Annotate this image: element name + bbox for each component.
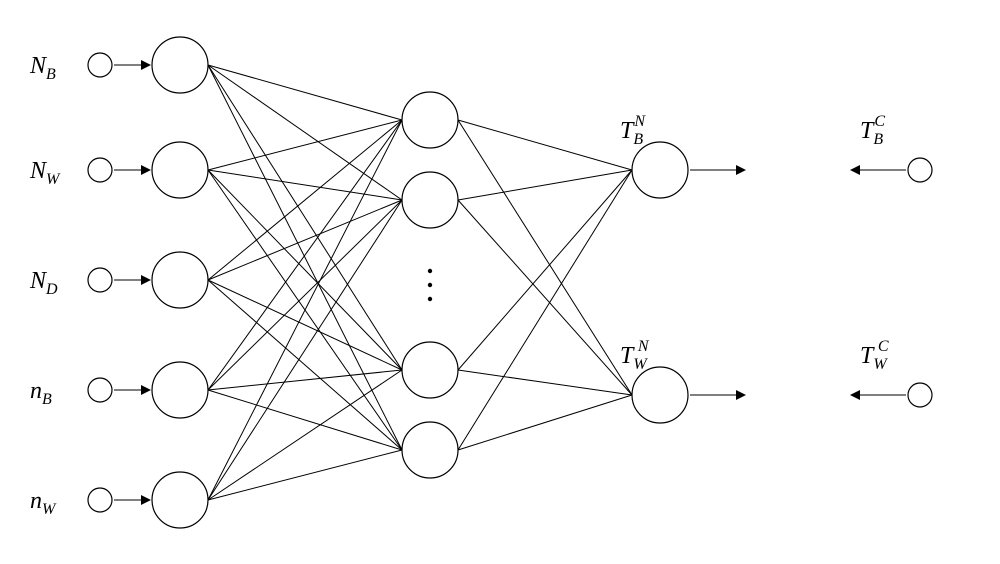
input-layer-node	[152, 37, 208, 93]
input-layer-node	[152, 472, 208, 528]
hidden-layer-node	[402, 172, 458, 228]
far-output-label: TWC	[860, 338, 889, 373]
edge-input-hidden	[208, 65, 402, 450]
edge-input-hidden	[208, 65, 402, 120]
input-small-node	[88, 268, 112, 292]
edge-hidden-output	[458, 120, 632, 170]
edge-input-hidden	[208, 65, 402, 370]
far-output-node	[908, 158, 932, 182]
hidden-ellipsis-dot	[428, 297, 432, 301]
input-layer-node	[152, 362, 208, 418]
edge-hidden-output	[458, 170, 632, 200]
output-label: TWN	[620, 338, 650, 373]
edge-hidden-output	[458, 200, 632, 395]
hidden-ellipsis-dot	[428, 283, 432, 287]
edge-input-hidden	[208, 390, 402, 450]
input-label: NW	[29, 158, 61, 188]
edge-hidden-output	[458, 395, 632, 450]
hidden-ellipsis-dot	[428, 269, 432, 273]
input-label: nB	[30, 378, 52, 408]
far-output-label: TBC	[860, 113, 885, 148]
edges	[114, 65, 906, 500]
edge-hidden-output	[458, 370, 632, 395]
edge-input-hidden	[208, 280, 402, 450]
edge-hidden-output	[458, 170, 632, 370]
nodes	[88, 37, 932, 528]
input-small-node	[88, 488, 112, 512]
input-small-node	[88, 158, 112, 182]
input-label: NB	[29, 53, 56, 83]
edge-input-hidden	[208, 370, 402, 500]
input-label: nW	[30, 488, 57, 518]
input-layer-node	[152, 142, 208, 198]
edge-input-hidden	[208, 450, 402, 500]
edge-input-hidden	[208, 120, 402, 500]
edge-input-hidden	[208, 65, 402, 200]
edge-hidden-output	[458, 170, 632, 450]
input-label: ND	[29, 268, 58, 298]
far-output-node	[908, 383, 932, 407]
input-layer-node	[152, 252, 208, 308]
edge-input-hidden	[208, 120, 402, 170]
edge-input-hidden	[208, 200, 402, 390]
edge-hidden-output	[458, 120, 632, 395]
output-layer-node	[632, 142, 688, 198]
neural-network-diagram: NB NW ND nB nW TBN TWN TBC TWC	[0, 0, 1000, 564]
hidden-layer-node	[402, 422, 458, 478]
hidden-layer-node	[402, 92, 458, 148]
output-label: TBN	[620, 113, 646, 148]
output-layer-node	[632, 367, 688, 423]
edge-input-hidden	[208, 170, 402, 200]
edge-input-hidden	[208, 370, 402, 390]
hidden-layer-node	[402, 342, 458, 398]
input-small-node	[88, 53, 112, 77]
input-small-node	[88, 378, 112, 402]
